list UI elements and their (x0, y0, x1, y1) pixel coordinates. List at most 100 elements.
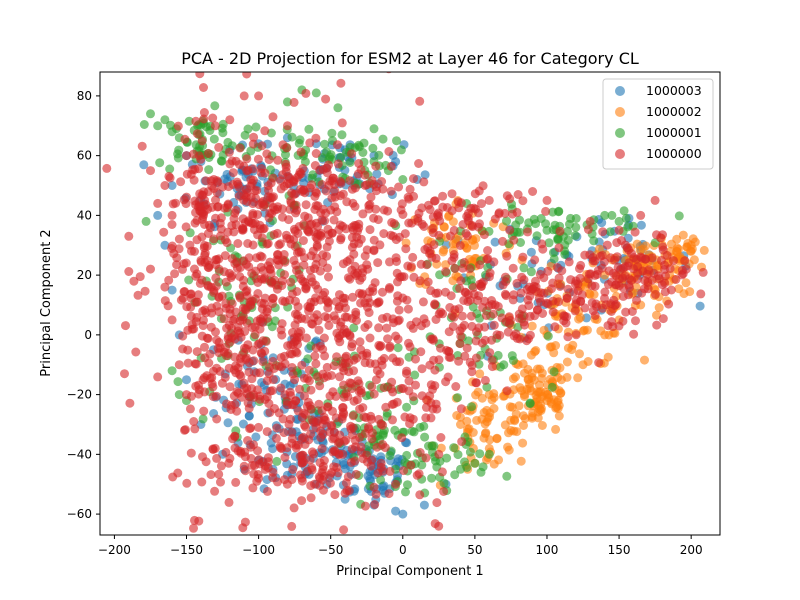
data-point (374, 323, 384, 333)
data-point (298, 276, 308, 286)
data-point (434, 309, 444, 319)
data-point (325, 176, 335, 186)
data-point (297, 186, 307, 196)
legend-marker (615, 149, 625, 159)
data-point (268, 203, 278, 212)
data-point (490, 214, 500, 224)
x-tick-label: 200 (680, 543, 703, 557)
data-point (338, 259, 348, 269)
data-point (248, 483, 258, 493)
data-point (612, 238, 622, 248)
data-point (533, 364, 542, 374)
data-point (199, 406, 209, 416)
data-point (515, 334, 525, 344)
data-point (409, 427, 419, 437)
data-point (227, 323, 237, 333)
data-point (597, 218, 607, 228)
data-point (146, 264, 155, 274)
data-point (677, 265, 687, 275)
data-point (244, 411, 254, 421)
data-point (212, 453, 222, 463)
data-point (524, 374, 533, 384)
data-point (337, 118, 347, 128)
data-point (416, 259, 426, 269)
data-point (323, 313, 333, 323)
data-point (415, 448, 425, 457)
legend-label: 1000002 (646, 104, 702, 119)
data-point (427, 252, 437, 262)
data-point (278, 414, 288, 424)
x-tick-label: 100 (536, 543, 559, 557)
data-point (459, 257, 469, 267)
data-point (224, 497, 234, 507)
data-point (437, 467, 447, 477)
data-point (434, 230, 444, 240)
data-point (360, 501, 370, 511)
data-point (195, 201, 204, 211)
data-point (482, 254, 492, 264)
data-point (244, 358, 254, 368)
data-point (402, 402, 412, 412)
data-point (323, 263, 332, 273)
data-point (570, 306, 580, 316)
data-point (258, 224, 268, 234)
data-point (322, 168, 332, 178)
data-point (295, 451, 305, 461)
data-point (492, 434, 502, 444)
data-point (327, 371, 336, 380)
data-point (550, 322, 560, 332)
data-point (518, 252, 528, 262)
data-point (265, 264, 275, 274)
data-point (393, 343, 403, 353)
data-point (410, 370, 420, 380)
data-point (155, 158, 165, 168)
data-point (167, 315, 177, 325)
data-point (420, 432, 430, 442)
series-1000000 (102, 72, 708, 535)
chart-title: PCA - 2D Projection for ESM2 at Layer 46… (181, 49, 639, 68)
data-point (350, 442, 360, 452)
data-point (487, 355, 497, 365)
data-point (488, 309, 498, 319)
data-point (573, 286, 583, 296)
data-point (664, 299, 674, 309)
data-point (448, 322, 458, 331)
data-point (373, 298, 383, 308)
data-point (358, 454, 368, 464)
data-point (297, 360, 307, 370)
data-point (536, 404, 546, 413)
data-point (511, 220, 521, 230)
data-point (373, 468, 383, 478)
data-point (262, 239, 272, 249)
data-point (402, 369, 411, 379)
data-point (319, 333, 329, 343)
data-point (225, 453, 235, 463)
data-point (356, 345, 366, 355)
data-point (176, 295, 186, 305)
data-point (181, 199, 191, 209)
data-point (447, 256, 457, 266)
data-point (636, 210, 646, 220)
data-point (220, 203, 229, 213)
data-point (140, 286, 150, 296)
data-point (160, 240, 170, 250)
data-point (248, 139, 258, 149)
data-point (522, 336, 532, 346)
data-point (369, 213, 379, 223)
data-point (374, 414, 384, 424)
legend: 1000003 1000002 1000001 1000000 (602, 78, 714, 170)
data-point (203, 334, 213, 343)
data-point (293, 406, 303, 416)
data-point (500, 208, 510, 218)
data-point (216, 231, 225, 241)
data-point (600, 287, 610, 297)
data-point (629, 329, 639, 339)
data-point (257, 141, 267, 151)
data-point (285, 414, 295, 424)
data-point (398, 509, 408, 519)
data-point (287, 521, 297, 531)
data-point (227, 271, 237, 281)
data-point (238, 224, 248, 234)
data-point (450, 470, 460, 480)
data-point (442, 203, 452, 212)
